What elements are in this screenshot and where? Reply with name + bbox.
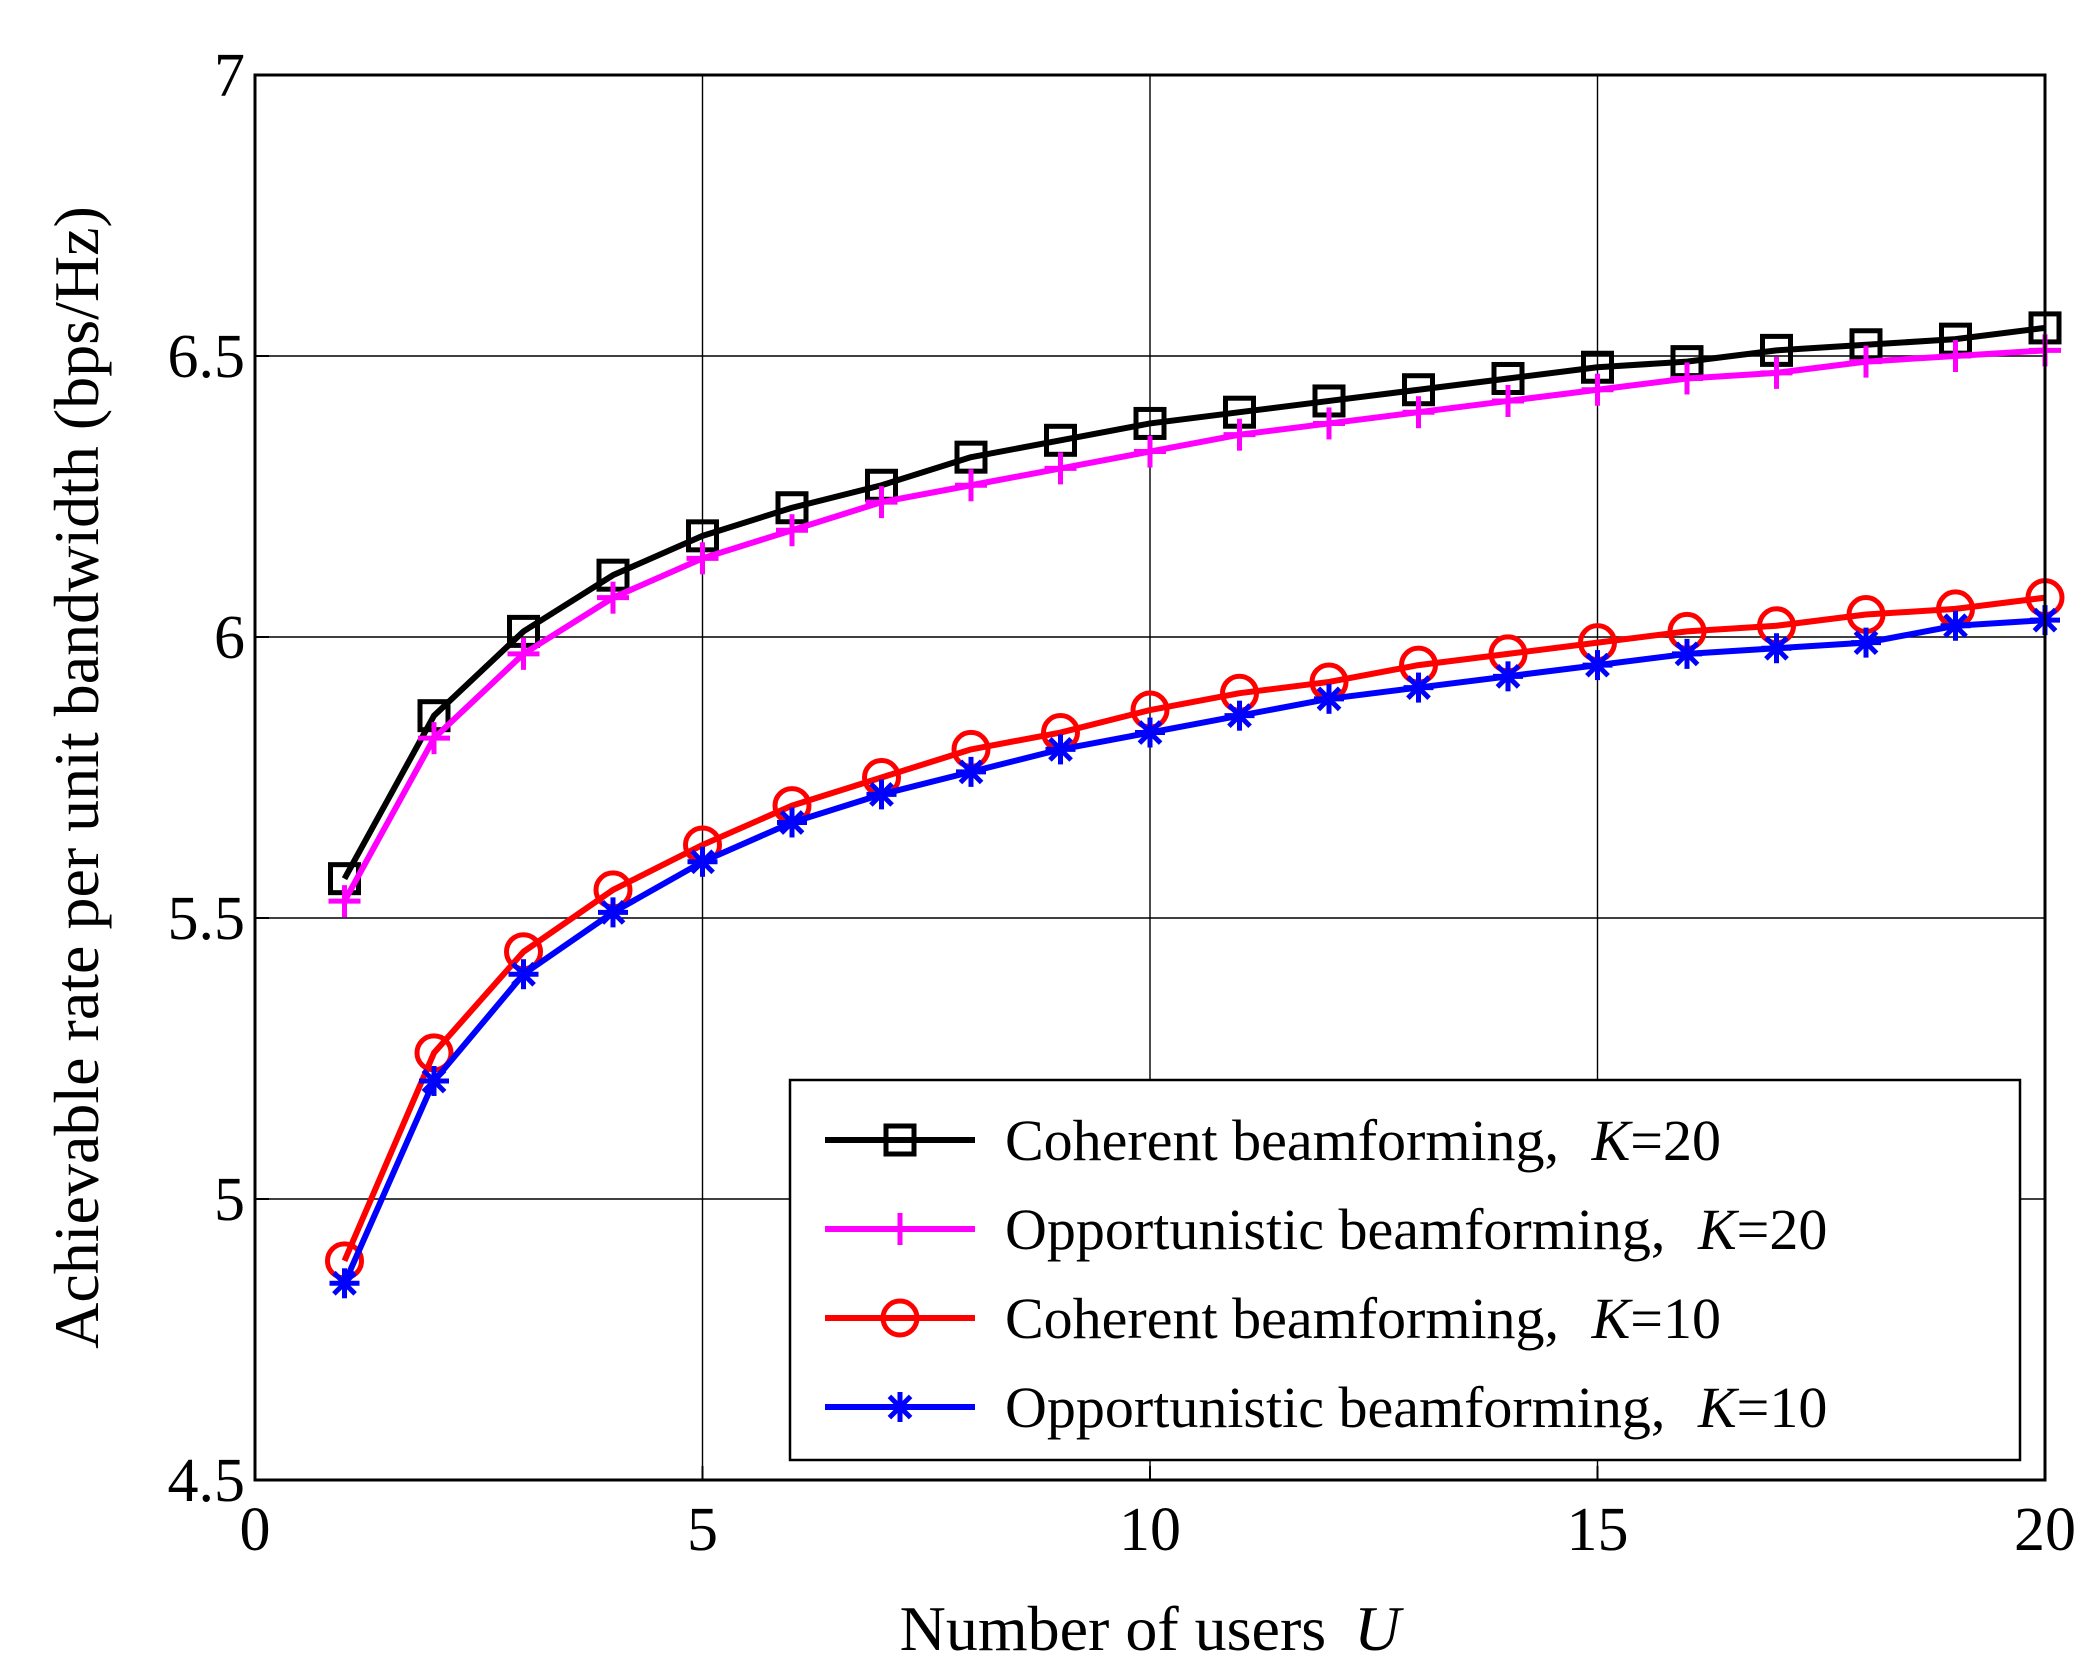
x-tick-label: 0 xyxy=(240,1496,271,1564)
data-point xyxy=(1493,661,1523,692)
data-point xyxy=(1761,633,1792,664)
y-tick-label: 5.5 xyxy=(168,885,246,953)
data-point xyxy=(1045,734,1076,765)
data-point xyxy=(507,637,540,670)
data-point xyxy=(865,486,898,519)
legend-label: Opportunistic beamforming, K=20 xyxy=(1005,1197,1827,1262)
tick-labels: 0 5 10 15 20 4.5 5 5.5 6 6.5 7 xyxy=(168,42,2077,1564)
data-point xyxy=(1314,683,1344,714)
legend-label: Coherent beamforming, K=10 xyxy=(1005,1286,1721,1351)
x-axis-label: Number of users U xyxy=(900,1593,1405,1664)
series-layer xyxy=(325,311,2065,1299)
data-point xyxy=(1403,672,1434,703)
legend-label: Coherent beamforming, K=20 xyxy=(1005,1108,1721,1173)
series-2 xyxy=(328,334,2061,918)
y-tick-label: 4.5 xyxy=(168,1447,246,1515)
data-point xyxy=(1135,717,1165,748)
data-point xyxy=(1223,418,1256,451)
x-axis-label-variable: U xyxy=(1354,1593,1404,1664)
data-point xyxy=(1044,452,1077,485)
data-point xyxy=(955,469,987,502)
data-point xyxy=(1760,356,1793,389)
legend-item: Opportunistic beamforming, K=20 xyxy=(825,1197,1827,1262)
data-point xyxy=(1671,362,1703,395)
data-point xyxy=(1851,627,1881,658)
data-point xyxy=(1939,340,1972,372)
data-point xyxy=(1134,435,1166,468)
y-tick-label: 6.5 xyxy=(168,323,246,391)
data-point xyxy=(1940,610,1971,641)
x-tick-label: 15 xyxy=(1567,1496,1629,1564)
data-point xyxy=(508,959,539,990)
data-point xyxy=(328,885,361,918)
data-point xyxy=(956,756,986,787)
data-point xyxy=(1313,407,1345,440)
data-point xyxy=(687,846,718,877)
x-tick-label: 10 xyxy=(1119,1496,1181,1564)
legend-marker xyxy=(885,1392,915,1422)
series-4 xyxy=(329,605,2060,1299)
legend-label: Opportunistic beamforming, K=10 xyxy=(1005,1375,1827,1440)
data-point xyxy=(866,779,897,810)
data-point xyxy=(418,722,450,755)
legend-item: Coherent beamforming, K=20 xyxy=(825,1108,1721,1173)
data-point xyxy=(597,581,629,614)
data-point xyxy=(1582,650,1613,681)
x-tick-label: 5 xyxy=(687,1496,718,1564)
data-point xyxy=(1224,700,1255,731)
data-point xyxy=(1581,373,1614,406)
data-point xyxy=(1492,384,1524,417)
data-point xyxy=(1402,396,1435,429)
x-axis-label-text: Number of users xyxy=(900,1593,1327,1664)
y-tick-label: 6 xyxy=(214,604,245,672)
legend-item: Coherent beamforming, K=10 xyxy=(825,1286,1721,1351)
data-point xyxy=(1672,638,1702,669)
y-axis-label: Achievable rate per unit bandwidth (bps/… xyxy=(41,206,112,1349)
y-tick-label: 5 xyxy=(214,1166,245,1234)
data-point xyxy=(329,1268,360,1299)
legend-marker xyxy=(884,1213,916,1245)
data-point xyxy=(686,542,719,575)
data-point xyxy=(777,807,807,838)
legend-item: Opportunistic beamforming, K=10 xyxy=(825,1375,1827,1440)
data-point xyxy=(598,897,628,928)
data-point xyxy=(1850,345,1882,378)
data-point xyxy=(776,514,808,547)
legend-marker xyxy=(883,1123,917,1157)
legend: Coherent beamforming, K=20 Opportunistic … xyxy=(788,1078,2022,1462)
legend-box xyxy=(788,1078,2022,1462)
x-tick-label: 20 xyxy=(2014,1496,2076,1564)
data-point xyxy=(419,1065,449,1096)
legend-marker xyxy=(880,1298,920,1338)
y-tick-label: 7 xyxy=(214,42,245,110)
